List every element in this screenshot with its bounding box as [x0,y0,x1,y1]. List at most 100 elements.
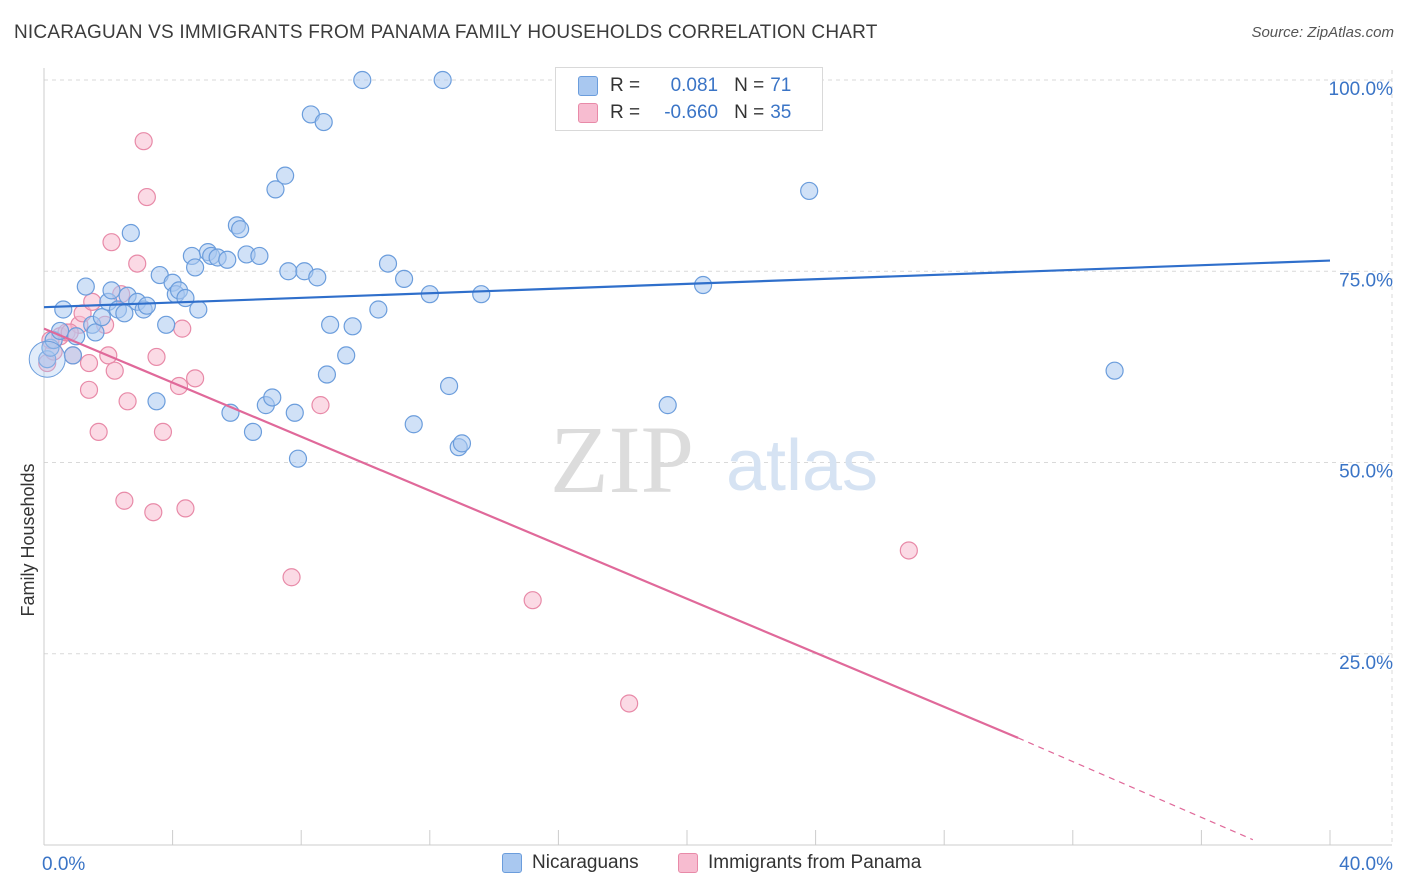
point-nicaraguans [92,308,111,327]
point-nicaraguans [308,268,327,287]
legend-swatch-blue [502,853,522,873]
legend-n-value: 35 [770,102,792,123]
legend-label-panama: Immigrants from Panama [708,852,922,873]
point-nicaraguans [102,281,121,300]
legend-swatch-blue [578,76,598,96]
point-panama [523,591,542,610]
point-panama [105,361,124,380]
point-panama [311,396,330,415]
legend-n-label: N = [734,102,765,123]
x-tick-label: 0.0% [42,854,85,875]
point-panama [176,499,195,518]
point-panama [899,541,918,560]
point-nicaraguans [472,285,491,304]
point-nicaraguans [63,346,83,365]
y-tick-label: 100.0% [1329,79,1394,100]
point-panama [282,568,301,587]
legend-swatch-pink [678,853,698,873]
point-panama [147,347,166,367]
series-legend: Nicaraguans Immigrants from Panama [0,852,1406,878]
point-nicaraguans [276,166,295,185]
point-nicaraguans [243,422,263,441]
point-nicaraguans [54,300,73,319]
point-panama [128,254,147,273]
point-nicaraguans [321,315,340,334]
point-nicaraguans [263,388,282,407]
point-panama [83,292,102,311]
legend-row-nicaraguans: R = 0.081 N = 71 [578,74,791,98]
point-nicaraguans [157,315,176,334]
axes [43,68,1392,846]
point-nicaraguans [1105,361,1124,380]
series-nicaraguans-points [28,70,1124,468]
legend-n-value: 71 [770,75,792,96]
legend-r-value: 0.081 [670,75,719,96]
source-label: Source: ZipAtlas.com [1251,24,1394,41]
point-panama [79,380,99,399]
point-nicaraguans [353,70,372,90]
point-nicaraguans [86,323,105,342]
series-panama-points [38,132,918,713]
legend-swatch-pink [578,103,598,123]
point-panama [620,694,639,713]
point-nicaraguans [288,449,308,468]
point-nicaraguans [337,346,356,365]
point-nicaraguans [266,180,285,199]
point-nicaraguans [433,70,452,90]
point-panama [118,392,137,411]
legend-row-panama: R = -0.660 N = 35 [578,101,791,125]
point-nicaraguans [658,396,677,415]
point-nicaraguans [378,254,398,273]
point-nicaraguans [76,277,95,296]
legend-r-value: -0.660 [664,102,719,123]
point-panama [115,491,134,510]
tick-labels: 25.0% 50.0% 75.0% 100.0% 0.0% 40.0% [42,79,1393,875]
y-tick-label: 50.0% [1339,462,1393,483]
point-nicaraguans [189,300,208,319]
point-nicaraguans [314,112,333,132]
point-panama [186,369,205,388]
y-tick-label: 75.0% [1339,270,1393,291]
point-panama [173,319,192,338]
legend-r-label: R = [610,75,641,96]
point-panama [79,353,99,373]
point-nicaraguans [186,258,205,277]
legend-r-label: R = [610,102,641,123]
point-nicaraguans [439,376,459,396]
legend-n-label: N = [734,75,765,96]
point-nicaraguans [404,415,423,434]
watermark-zip: ZIP [550,406,694,513]
point-panama [153,422,173,441]
correlation-legend: R = 0.081 N = 71 R = -0.660 N = 35 [555,67,823,131]
point-nicaraguans-cluster [28,340,66,378]
grid-lines [44,70,1393,845]
point-nicaraguans [800,181,819,201]
point-nicaraguans [693,275,713,295]
chart-title: NICARAGUAN VS IMMIGRANTS FROM PANAMA FAM… [14,22,878,43]
point-nicaraguans [147,392,166,411]
trend-line-panama-extension [1017,737,1254,841]
point-nicaraguans [250,246,269,266]
point-nicaraguans [452,434,472,453]
point-nicaraguans [279,262,298,281]
y-tick-label: 25.0% [1339,653,1393,674]
point-nicaraguans [343,317,362,336]
trend-line-panama [43,327,1019,739]
point-nicaraguans [369,300,388,319]
x-tick-label: 40.0% [1339,854,1393,875]
watermark-atlas: atlas [726,426,878,506]
point-nicaraguans [121,223,140,243]
point-nicaraguans [394,269,414,288]
trend-lines [43,259,1331,841]
point-panama [89,422,108,441]
trend-line-nicaraguans [43,259,1331,309]
watermark: ZIP atlas [550,406,878,513]
point-nicaraguans [231,220,250,239]
point-panama [134,132,153,151]
legend-item-panama: Immigrants from Panama [678,852,921,874]
point-nicaraguans [218,250,237,269]
legend-item-nicaraguans: Nicaraguans [502,852,639,874]
point-nicaraguans [285,403,304,422]
point-nicaraguans [137,296,156,315]
